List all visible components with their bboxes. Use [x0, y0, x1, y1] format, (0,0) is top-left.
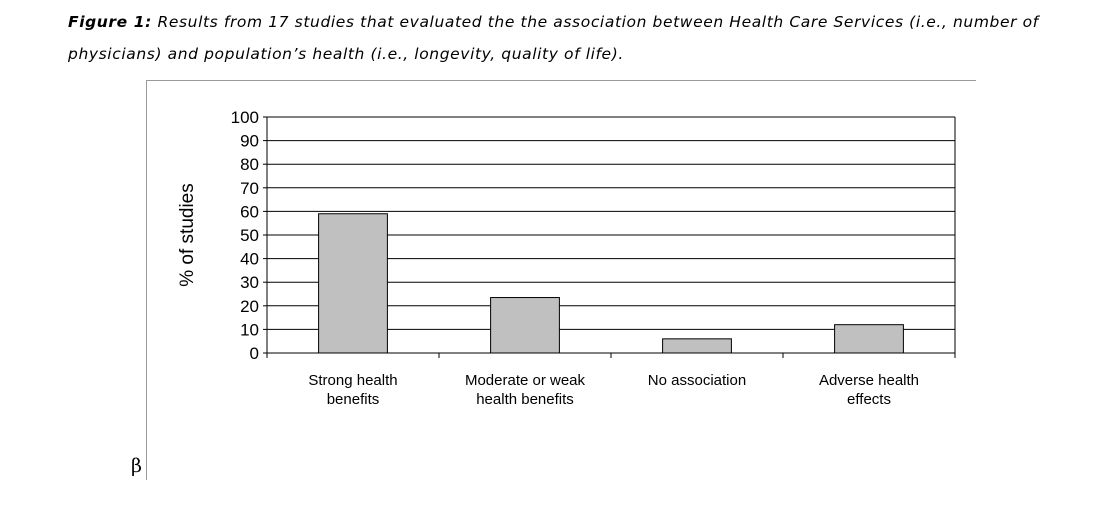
y-tick-label: 0	[250, 344, 259, 363]
x-tick-label: No association	[648, 372, 746, 389]
y-tick-label: 50	[240, 226, 259, 245]
x-tick-label: Strong health benefits	[308, 372, 397, 408]
y-tick-label: 10	[240, 320, 259, 339]
y-tick-label: 90	[240, 132, 259, 151]
y-tick-label: 80	[240, 155, 259, 174]
y-tick-label: 70	[240, 179, 259, 198]
y-tick-label: 100	[231, 108, 259, 127]
figure-caption-text: Results from 17 studies that evaluated t…	[68, 13, 1039, 63]
y-tick-label: 30	[240, 273, 259, 292]
y-tick-label: 40	[240, 250, 259, 269]
footnote-symbol: β	[131, 455, 142, 477]
bar	[490, 297, 560, 354]
y-tick-label: 60	[240, 202, 259, 221]
frame-left-border	[146, 80, 147, 480]
y-tick-label: 20	[240, 297, 259, 316]
bar	[834, 324, 904, 354]
figure-caption: Figure 1: Results from 17 studies that e…	[68, 6, 1068, 70]
y-axis-label: % of studies	[177, 183, 198, 287]
frame-top-border	[146, 80, 976, 81]
x-tick-label: Adverse health effects	[819, 372, 919, 408]
bar	[662, 338, 732, 354]
x-tick-label: Moderate or weak health benefits	[465, 372, 586, 408]
figure-label: Figure 1:	[68, 13, 152, 31]
bar	[318, 213, 388, 354]
